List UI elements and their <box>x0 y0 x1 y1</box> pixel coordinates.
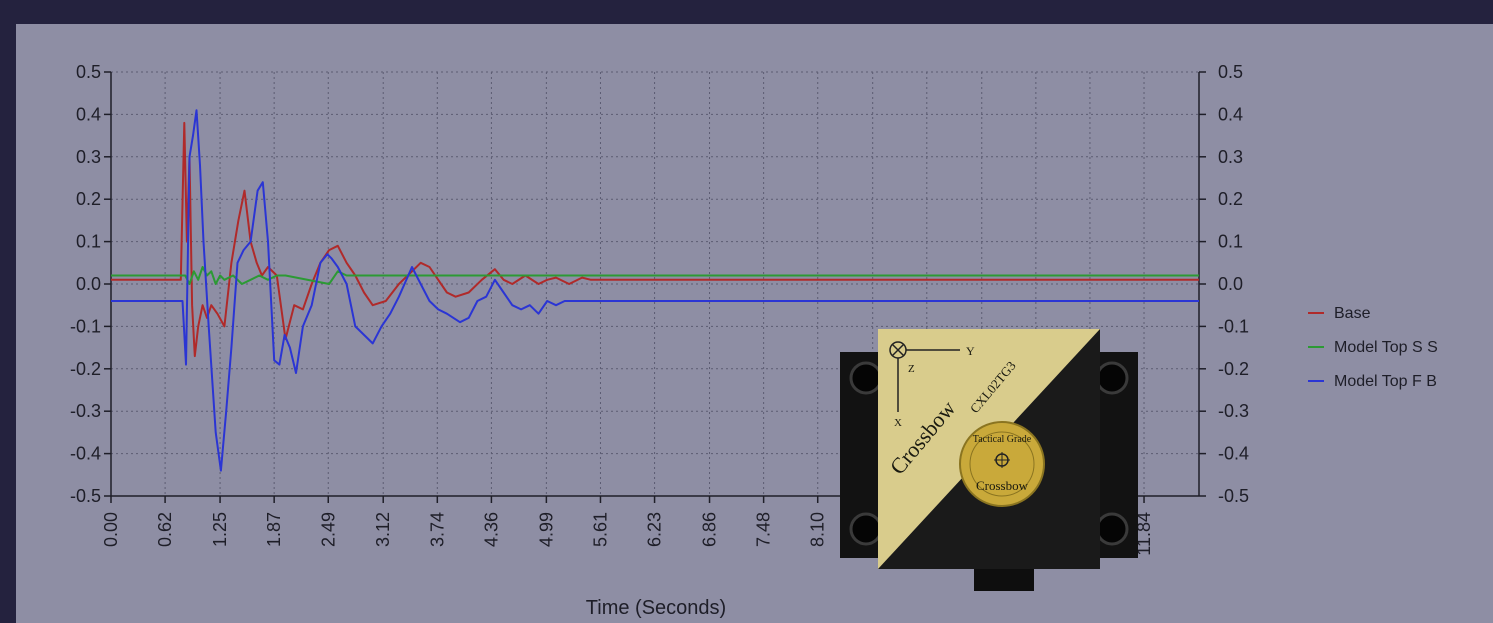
y-tick-label: -0.5 <box>70 486 101 506</box>
x-tick-label: 4.99 <box>536 512 556 547</box>
y-tick-label: 0.1 <box>76 232 101 252</box>
y-tick-label: -0.4 <box>70 444 101 464</box>
y-tick-label: -0.2 <box>70 359 101 379</box>
x-tick-label: 3.74 <box>427 512 447 547</box>
mounting-hole-icon <box>1095 512 1129 546</box>
x-tick-label: 1.25 <box>210 512 230 547</box>
legend-label: Model Top S S <box>1334 339 1438 356</box>
y-tick-label-right: -0.3 <box>1218 401 1249 421</box>
y-tick-label-right: 0.1 <box>1218 232 1243 252</box>
y-tick-label-right: 0.5 <box>1218 62 1243 82</box>
axis-z-label: Z <box>908 363 915 375</box>
legend-label: Base <box>1334 305 1371 322</box>
series-line-2 <box>111 266 1199 285</box>
x-tick-label: 7.48 <box>754 512 774 547</box>
seal-brand: Crossbow <box>976 478 1029 493</box>
y-tick-label: -0.3 <box>70 401 101 421</box>
connector <box>974 569 1034 591</box>
y-tick-label: 0.2 <box>76 189 101 209</box>
axis-y-label: Y <box>966 344 975 358</box>
chart-panel: 0.5 0.5 0.4 0.4 0.3 0.3 0.2 0.2 0.1 0.1 0.0 0.0 -0.1… <box>16 24 1493 623</box>
y-tick-label-right: 0.4 <box>1218 104 1243 124</box>
x-tick-label: 4.36 <box>481 512 501 547</box>
mounting-hole-icon <box>849 361 883 395</box>
x-tick-label: 5.61 <box>590 512 610 547</box>
x-tick-label: 0.62 <box>155 512 175 547</box>
legend-label: Model Top F B <box>1334 373 1437 390</box>
legend: Base Model Top S S Model Top F B <box>1308 305 1438 390</box>
x-axis-title: Time (Seconds) <box>586 597 726 619</box>
y-tick-label: -0.1 <box>70 316 101 336</box>
y-tick-label-right: -0.4 <box>1218 444 1249 464</box>
x-tick-label: 3.12 <box>373 512 393 547</box>
x-tick-label: 6.23 <box>645 512 665 547</box>
y-tick-label-right: -0.1 <box>1218 316 1249 336</box>
y-tick-label: 0.5 <box>76 62 101 82</box>
y-tick-label-right: 0.2 <box>1218 189 1243 209</box>
y-tick-label-right: 0.0 <box>1218 274 1243 294</box>
x-tick-label: 1.87 <box>264 512 284 547</box>
accelerometer-photo: Y Z X Crossbow CXL02TG3 Tactical Grade C… <box>840 329 1138 591</box>
seal-text: Tactical Grade <box>973 434 1032 445</box>
x-tick-label: 11.84 <box>1134 512 1154 556</box>
mounting-hole-icon <box>1095 361 1129 395</box>
y-tick-label-right: 0.3 <box>1218 147 1243 167</box>
axis-x-label: X <box>894 417 902 429</box>
x-tick-label: 0.00 <box>101 512 121 547</box>
y-tick-label: 0.4 <box>76 104 101 124</box>
series-lines <box>111 109 1199 472</box>
series-line-3 <box>111 109 1199 472</box>
chart: 0.5 0.5 0.4 0.4 0.3 0.3 0.2 0.2 0.1 0.1 0.0 0.0 -0.1… <box>70 62 1438 619</box>
x-tick-label: 6.86 <box>700 512 720 547</box>
mounting-hole-icon <box>849 512 883 546</box>
y-tick-label: 0.3 <box>76 147 101 167</box>
y-tick-label-right: -0.2 <box>1218 359 1249 379</box>
y-tick-label-right: -0.5 <box>1218 486 1249 506</box>
x-tick-label: 8.10 <box>808 512 828 547</box>
x-tick-label: 2.49 <box>318 512 338 547</box>
y-tick-label: 0.0 <box>76 274 101 294</box>
